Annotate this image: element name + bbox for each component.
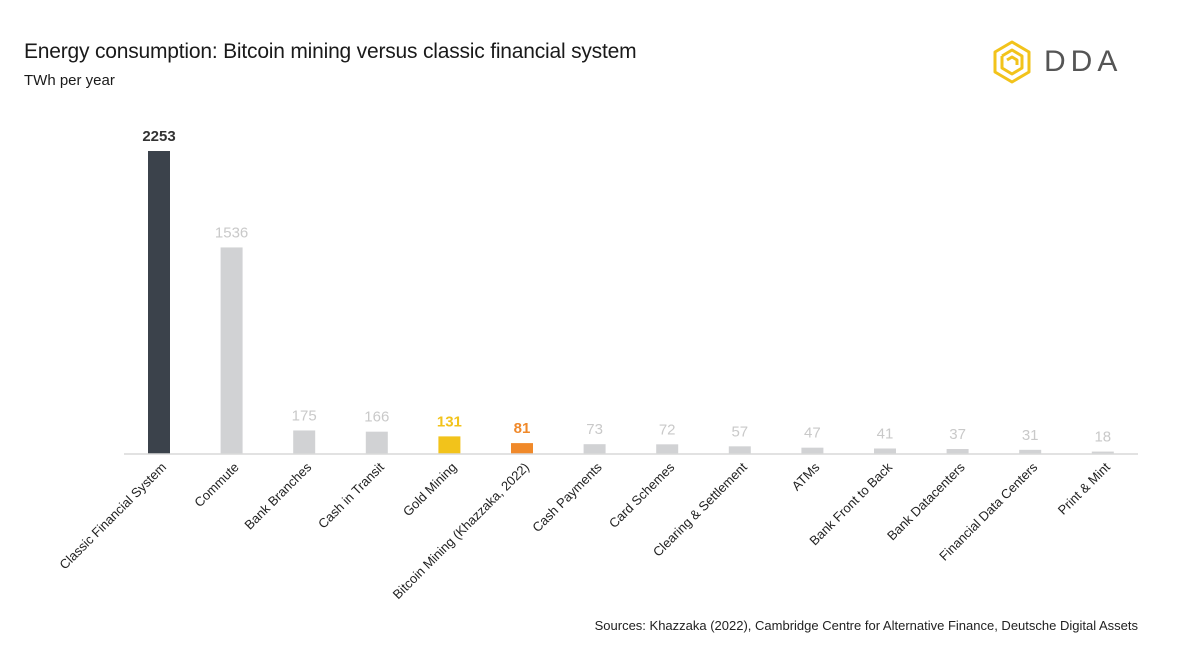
chart-title: Energy consumption: Bitcoin mining versu… [24, 40, 637, 63]
tick-label-11: Bank Datacenters [884, 459, 968, 543]
bar-6 [583, 444, 606, 454]
tick-label-4: Gold Mining [400, 460, 460, 520]
logo-text: DDA [1044, 45, 1123, 78]
value-labels-layer: 2253 1536 175 166 131 81 73 72 57 47 41 37 31 18 [142, 128, 1111, 446]
tick-label-5: Bitcoin Mining (Khazzaka, 2022) [390, 460, 532, 602]
tick-labels-layer: Classic Financial System Commute Bank Bran… [56, 459, 1113, 602]
value-label-1: 1536 [215, 224, 248, 241]
tick-label-2: Bank Branches [241, 459, 314, 532]
value-label-13: 18 [1094, 429, 1111, 446]
value-label-4: 131 [437, 413, 462, 430]
bar-10 [874, 448, 896, 454]
bar-5 [511, 443, 533, 454]
value-label-9: 47 [804, 425, 821, 442]
value-label-6: 73 [586, 421, 603, 438]
value-label-11: 37 [949, 426, 966, 443]
value-label-3: 166 [364, 409, 389, 426]
bar-13 [1091, 451, 1114, 454]
value-label-2: 175 [292, 407, 317, 424]
bar-0 [148, 151, 170, 454]
dda-logo-icon [993, 40, 1031, 84]
bar-8 [728, 446, 751, 454]
bar-11 [946, 449, 969, 454]
value-label-10: 41 [877, 425, 894, 442]
bar-9 [801, 447, 824, 454]
value-label-0: 2253 [142, 128, 175, 145]
tick-label-0: Classic Financial System [56, 460, 169, 573]
bar-4 [438, 436, 461, 454]
bars-layer [148, 151, 1114, 454]
tick-label-7: Card Schemes [606, 459, 678, 531]
tick-label-3: Cash in Transit [315, 459, 387, 531]
tick-label-1: Commute [191, 460, 241, 510]
tick-label-6: Cash Payments [529, 459, 605, 535]
value-label-7: 72 [659, 421, 676, 438]
value-label-5: 81 [514, 420, 531, 437]
value-label-12: 31 [1022, 427, 1039, 444]
logo: DDA [990, 40, 1122, 84]
bar-2 [293, 430, 316, 454]
bar-7 [656, 444, 679, 454]
bar-3 [365, 431, 388, 454]
chart-subtitle: TWh per year [24, 72, 115, 89]
tick-label-9: ATMs [789, 459, 823, 493]
tick-label-13: Print & Mint [1055, 459, 1113, 517]
bar-12 [1019, 449, 1042, 454]
value-label-8: 57 [731, 423, 748, 440]
source-note: Sources: Khazzaka (2022), Cambridge Cent… [594, 618, 1138, 633]
bar-1 [220, 247, 243, 454]
